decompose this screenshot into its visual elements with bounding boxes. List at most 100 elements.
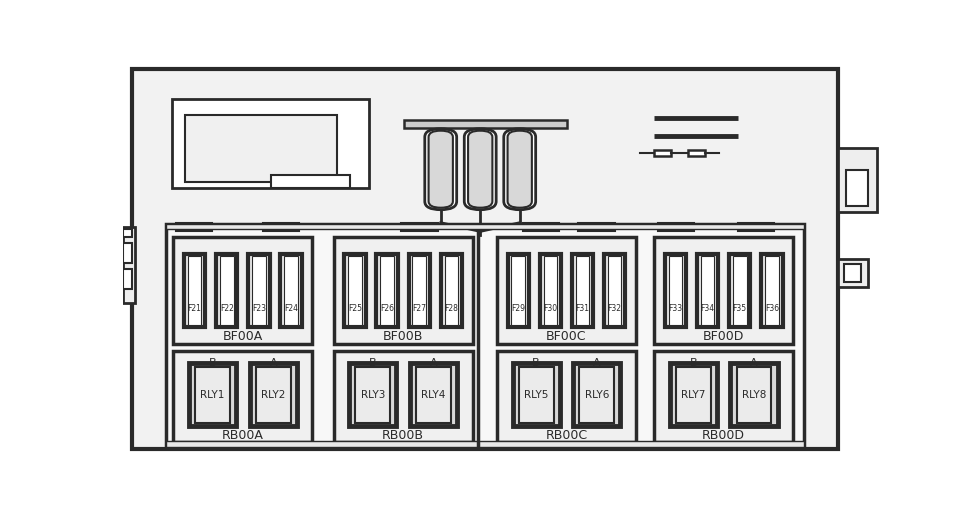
Bar	[349, 363, 396, 426]
Bar	[333, 238, 472, 344]
Text: RLY8: RLY8	[742, 389, 766, 400]
Text: F29: F29	[512, 304, 525, 313]
Bar	[441, 254, 462, 327]
Bar	[655, 351, 793, 442]
Bar	[497, 238, 636, 344]
Bar	[166, 224, 804, 447]
Bar	[409, 254, 430, 327]
Text: B: B	[209, 359, 217, 368]
Bar	[697, 254, 718, 327]
Bar	[376, 254, 398, 327]
Bar	[838, 259, 868, 287]
Bar	[122, 229, 131, 238]
Bar	[513, 363, 560, 426]
Text: RLY2: RLY2	[261, 389, 285, 400]
Text: F22: F22	[220, 304, 234, 313]
Bar	[540, 254, 561, 327]
FancyBboxPatch shape	[504, 129, 536, 210]
Bar	[263, 223, 300, 231]
FancyBboxPatch shape	[424, 129, 457, 210]
Bar	[497, 351, 636, 442]
Bar	[655, 150, 671, 156]
Bar	[512, 256, 525, 325]
Bar	[701, 256, 714, 325]
Text: B: B	[532, 359, 540, 368]
Bar	[195, 366, 230, 423]
Text: RLY5: RLY5	[524, 389, 548, 400]
Bar	[738, 223, 774, 231]
Bar	[256, 366, 291, 423]
Bar	[658, 223, 695, 231]
Text: B: B	[368, 359, 376, 368]
FancyBboxPatch shape	[465, 129, 496, 210]
Text: RB00C: RB00C	[545, 429, 587, 442]
Text: BF00B: BF00B	[383, 330, 423, 343]
Text: RLY1: RLY1	[200, 389, 224, 400]
FancyBboxPatch shape	[428, 131, 453, 208]
Text: F35: F35	[733, 304, 747, 313]
Bar	[348, 256, 362, 325]
Text: F31: F31	[575, 304, 590, 313]
Bar	[220, 256, 233, 325]
Bar	[572, 254, 593, 327]
Bar	[122, 269, 131, 289]
Bar	[688, 150, 705, 156]
Text: BF00D: BF00D	[703, 330, 745, 343]
Text: RLY6: RLY6	[585, 389, 609, 400]
Bar	[578, 223, 614, 231]
Bar	[655, 238, 793, 344]
Bar	[416, 366, 451, 423]
Bar	[380, 256, 394, 325]
Bar	[668, 256, 682, 325]
Bar	[333, 351, 472, 442]
Text: F36: F36	[764, 304, 779, 313]
Text: A: A	[429, 359, 437, 368]
Bar	[664, 254, 686, 327]
Bar	[172, 99, 369, 188]
Bar	[173, 238, 313, 344]
Text: BF00A: BF00A	[222, 330, 263, 343]
Text: F33: F33	[668, 304, 682, 313]
Bar	[413, 256, 426, 325]
Text: F34: F34	[701, 304, 714, 313]
Bar	[270, 175, 351, 188]
Bar	[765, 256, 779, 325]
Bar	[669, 363, 716, 426]
Text: RLY7: RLY7	[681, 389, 706, 400]
Bar	[733, 256, 747, 325]
Bar	[604, 254, 625, 327]
Text: BF00C: BF00C	[546, 330, 587, 343]
Bar	[122, 243, 131, 263]
Text: F23: F23	[252, 304, 266, 313]
Bar	[356, 366, 390, 423]
Bar	[729, 254, 751, 327]
Bar	[404, 120, 566, 128]
Text: F30: F30	[543, 304, 558, 313]
FancyBboxPatch shape	[508, 131, 532, 208]
Bar	[573, 363, 620, 426]
Bar	[401, 223, 438, 231]
Bar	[676, 366, 710, 423]
Text: F26: F26	[380, 304, 394, 313]
Bar	[844, 264, 860, 282]
Bar	[518, 366, 554, 423]
Text: F24: F24	[284, 304, 298, 313]
Bar	[217, 254, 237, 327]
Text: F21: F21	[188, 304, 202, 313]
Bar	[248, 254, 270, 327]
Bar	[575, 256, 589, 325]
Bar	[175, 223, 212, 231]
Bar	[252, 256, 266, 325]
Bar	[838, 148, 877, 212]
Bar	[166, 441, 804, 447]
Bar	[579, 366, 614, 423]
Text: RB00A: RB00A	[221, 429, 264, 442]
Text: F32: F32	[608, 304, 621, 313]
Bar	[188, 256, 202, 325]
Bar	[173, 351, 313, 442]
Text: A: A	[593, 359, 601, 368]
Bar	[410, 363, 457, 426]
Bar	[522, 223, 560, 231]
Bar	[761, 254, 782, 327]
FancyBboxPatch shape	[468, 131, 492, 208]
